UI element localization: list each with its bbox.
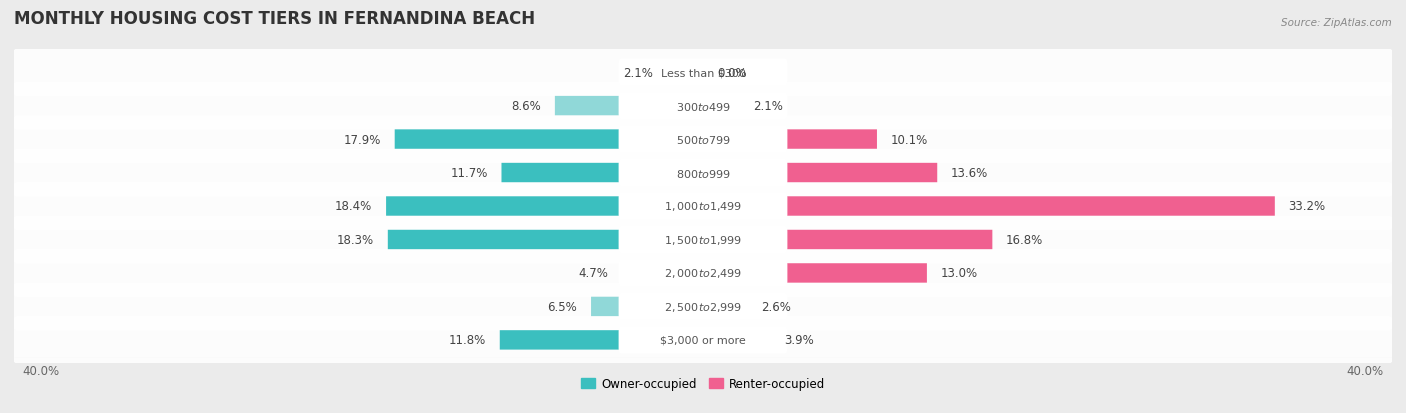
FancyBboxPatch shape [13, 150, 1393, 197]
Text: 3.9%: 3.9% [785, 334, 814, 347]
Text: $300 to $499: $300 to $499 [675, 100, 731, 112]
FancyBboxPatch shape [619, 293, 787, 320]
FancyBboxPatch shape [13, 316, 1393, 364]
Text: 13.6%: 13.6% [950, 166, 988, 180]
FancyBboxPatch shape [555, 97, 703, 116]
FancyBboxPatch shape [499, 330, 703, 350]
Text: 6.5%: 6.5% [547, 300, 578, 313]
FancyBboxPatch shape [619, 193, 787, 220]
Text: MONTHLY HOUSING COST TIERS IN FERNANDINA BEACH: MONTHLY HOUSING COST TIERS IN FERNANDINA… [14, 9, 536, 28]
Text: $1,000 to $1,499: $1,000 to $1,499 [664, 200, 742, 213]
FancyBboxPatch shape [703, 164, 938, 183]
FancyBboxPatch shape [621, 263, 703, 283]
FancyBboxPatch shape [13, 283, 1393, 330]
FancyBboxPatch shape [502, 164, 703, 183]
Text: $1,500 to $1,999: $1,500 to $1,999 [664, 233, 742, 247]
Text: Source: ZipAtlas.com: Source: ZipAtlas.com [1281, 18, 1392, 28]
FancyBboxPatch shape [703, 230, 993, 249]
FancyBboxPatch shape [703, 297, 748, 316]
Text: 11.8%: 11.8% [449, 334, 486, 347]
FancyBboxPatch shape [13, 249, 1393, 297]
FancyBboxPatch shape [703, 130, 877, 150]
FancyBboxPatch shape [619, 226, 787, 254]
FancyBboxPatch shape [619, 327, 787, 354]
FancyBboxPatch shape [703, 197, 1275, 216]
Text: 40.0%: 40.0% [1346, 364, 1384, 377]
Text: 13.0%: 13.0% [941, 267, 977, 280]
FancyBboxPatch shape [703, 97, 740, 116]
FancyBboxPatch shape [13, 83, 1393, 130]
FancyBboxPatch shape [13, 49, 1393, 97]
FancyBboxPatch shape [619, 59, 787, 86]
Text: 10.1%: 10.1% [891, 133, 928, 146]
Text: 0.0%: 0.0% [717, 66, 747, 79]
Text: 8.6%: 8.6% [512, 100, 541, 113]
Text: 2.6%: 2.6% [762, 300, 792, 313]
FancyBboxPatch shape [13, 116, 1393, 164]
FancyBboxPatch shape [387, 197, 703, 216]
Text: $2,500 to $2,999: $2,500 to $2,999 [664, 300, 742, 313]
Text: 40.0%: 40.0% [22, 364, 60, 377]
FancyBboxPatch shape [703, 263, 927, 283]
Text: $500 to $799: $500 to $799 [675, 134, 731, 146]
Text: $800 to $999: $800 to $999 [675, 167, 731, 179]
Text: Less than $300: Less than $300 [661, 68, 745, 78]
Legend: Owner-occupied, Renter-occupied: Owner-occupied, Renter-occupied [576, 373, 830, 395]
FancyBboxPatch shape [619, 93, 787, 120]
FancyBboxPatch shape [703, 330, 770, 350]
Text: 18.4%: 18.4% [335, 200, 373, 213]
Text: 4.7%: 4.7% [578, 267, 609, 280]
Text: 2.1%: 2.1% [623, 66, 652, 79]
Text: 33.2%: 33.2% [1289, 200, 1326, 213]
FancyBboxPatch shape [619, 159, 787, 187]
FancyBboxPatch shape [666, 63, 703, 83]
Text: 16.8%: 16.8% [1007, 233, 1043, 247]
FancyBboxPatch shape [13, 216, 1393, 263]
FancyBboxPatch shape [591, 297, 703, 316]
Text: $3,000 or more: $3,000 or more [661, 335, 745, 345]
FancyBboxPatch shape [619, 126, 787, 153]
FancyBboxPatch shape [13, 183, 1393, 230]
Text: 18.3%: 18.3% [337, 233, 374, 247]
Text: 11.7%: 11.7% [450, 166, 488, 180]
FancyBboxPatch shape [388, 230, 703, 249]
Text: 17.9%: 17.9% [343, 133, 381, 146]
Text: $2,000 to $2,499: $2,000 to $2,499 [664, 267, 742, 280]
Text: 2.1%: 2.1% [754, 100, 783, 113]
FancyBboxPatch shape [619, 260, 787, 287]
FancyBboxPatch shape [395, 130, 703, 150]
